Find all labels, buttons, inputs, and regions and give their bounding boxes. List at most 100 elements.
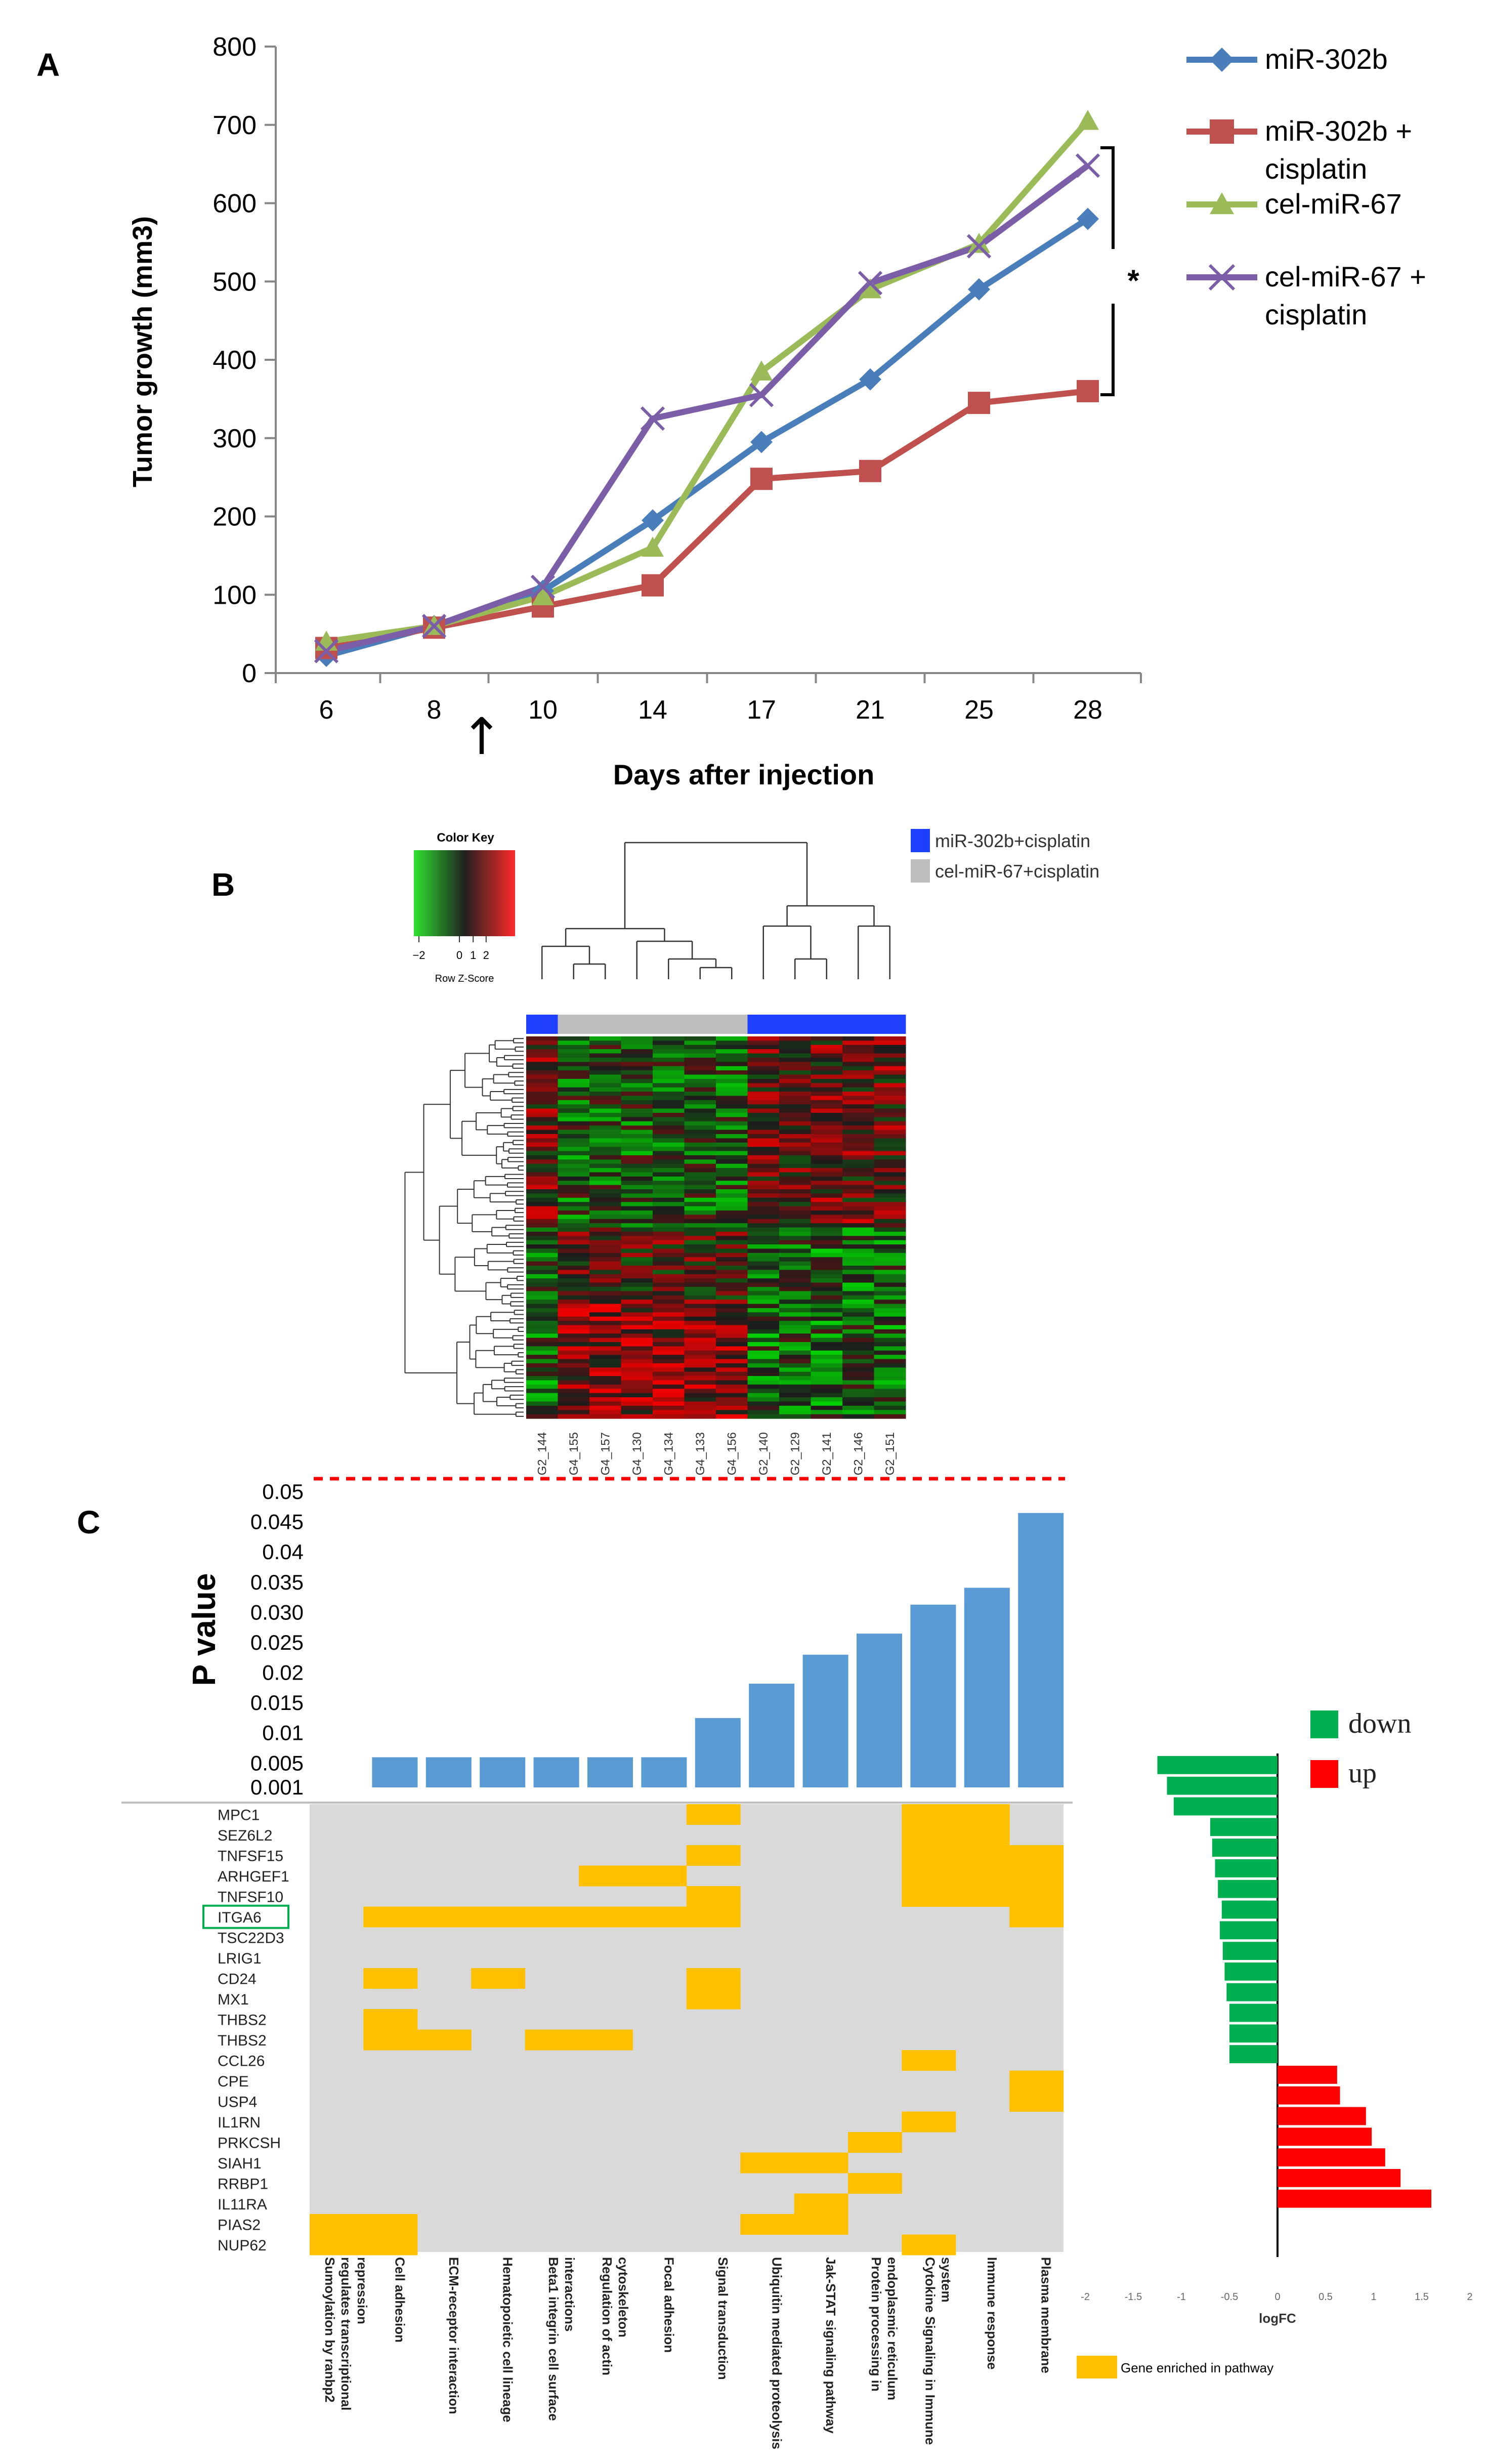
heatmap-cell bbox=[589, 1333, 622, 1339]
heatmap-cell bbox=[811, 1291, 843, 1296]
heatmap-cell bbox=[558, 1223, 590, 1228]
data-point-x bbox=[421, 614, 447, 639]
heatmap-cell bbox=[526, 1159, 559, 1164]
heatmap-cell bbox=[684, 1155, 716, 1160]
heatmap-cell bbox=[589, 1274, 622, 1279]
heatmap-cell bbox=[842, 1346, 875, 1351]
heatmap-cell bbox=[716, 1168, 748, 1173]
series-line-cel-mir-67-cisplatin bbox=[325, 163, 1090, 654]
heatmap-cell bbox=[716, 1393, 748, 1398]
gene-label: IL1RN bbox=[218, 2114, 261, 2131]
heatmap-cell bbox=[874, 1168, 906, 1173]
heatmap-cell bbox=[874, 1125, 906, 1131]
heatmap-cell bbox=[811, 1316, 843, 1321]
heatmap-cell bbox=[716, 1376, 748, 1381]
heatmap-cell bbox=[558, 1401, 590, 1406]
heatmap-cell bbox=[716, 1414, 748, 1419]
heatmap-cell bbox=[874, 1312, 906, 1317]
gene-label: TSC22D3 bbox=[218, 1930, 284, 1946]
heatmap-cell bbox=[811, 1078, 843, 1083]
heatmap-cell bbox=[558, 1333, 590, 1339]
heatmap-cell bbox=[747, 1308, 780, 1313]
heatmap-cell bbox=[684, 1108, 716, 1113]
heatmap-cell bbox=[747, 1040, 780, 1046]
heatmap-cell bbox=[558, 1078, 590, 1083]
heatmap-cell bbox=[842, 1083, 875, 1088]
heatmap-cell bbox=[558, 1376, 590, 1381]
heatmap-cell bbox=[779, 1257, 812, 1262]
heatmap-cell bbox=[811, 1185, 843, 1190]
heatmap-cell bbox=[589, 1197, 622, 1202]
enriched-cell bbox=[902, 2050, 956, 2071]
heatmap-cell bbox=[653, 1321, 685, 1326]
heatmap-cell bbox=[811, 1053, 843, 1058]
sample-label: G4_130 bbox=[630, 1432, 644, 1475]
gene-label: ARHGEF1 bbox=[218, 1868, 289, 1885]
heatmap-cell bbox=[811, 1045, 843, 1050]
logfc-bar-down bbox=[1222, 1942, 1278, 1960]
sample-label: G4_133 bbox=[694, 1432, 707, 1475]
heatmap-cell bbox=[747, 1367, 780, 1372]
heatmap-cell bbox=[621, 1087, 653, 1092]
heatmap-cell bbox=[526, 1231, 559, 1236]
heatmap-cell bbox=[558, 1121, 590, 1126]
enriched-cell bbox=[686, 1988, 741, 2010]
heatmap-cell bbox=[874, 1342, 906, 1347]
enriched-cell bbox=[686, 1804, 741, 1825]
heatmap-cell bbox=[621, 1104, 653, 1109]
heatmap-cell bbox=[684, 1380, 716, 1385]
heatmap-cell bbox=[716, 1278, 748, 1283]
heatmap-cell bbox=[874, 1261, 906, 1266]
data-point-diamond bbox=[1077, 207, 1099, 230]
heatmap-cell bbox=[874, 1062, 906, 1067]
heatmap-cell bbox=[684, 1286, 716, 1291]
heatmap-cell bbox=[684, 1181, 716, 1186]
heatmap-cell bbox=[684, 1104, 716, 1109]
heatmap-cell bbox=[874, 1367, 906, 1372]
enriched-cell bbox=[794, 2152, 848, 2174]
heatmap-cell bbox=[811, 1104, 843, 1109]
heatmap-cell bbox=[684, 1304, 716, 1309]
heatmap-cell bbox=[811, 1393, 843, 1398]
enriched-cell bbox=[955, 1804, 1010, 1825]
heatmap-cell bbox=[716, 1104, 748, 1109]
heatmap-cell bbox=[842, 1074, 875, 1079]
heatmap-cell bbox=[621, 1261, 653, 1266]
heatmap-cell bbox=[621, 1270, 653, 1275]
heatmap-cell bbox=[558, 1130, 590, 1135]
heatmap-cell bbox=[558, 1197, 590, 1202]
heatmap-cell bbox=[842, 1168, 875, 1173]
heatmap-cell bbox=[684, 1325, 716, 1330]
heatmap-cell bbox=[621, 1219, 653, 1224]
heatmap-cell bbox=[684, 1278, 716, 1283]
heatmap-cell bbox=[874, 1070, 906, 1075]
heatmap-cell bbox=[684, 1066, 716, 1071]
heatmap-cell bbox=[558, 1325, 590, 1330]
heatmap-cell bbox=[684, 1100, 716, 1105]
heatmap-cell bbox=[747, 1096, 780, 1101]
heatmap-cell bbox=[874, 1410, 906, 1415]
heatmap-cell bbox=[684, 1159, 716, 1164]
heatmap-cell bbox=[526, 1036, 559, 1041]
logfc-tick-label: -0.5 bbox=[1221, 2291, 1238, 2303]
heatmap-cell bbox=[747, 1062, 780, 1067]
heatmap-cell bbox=[779, 1185, 812, 1190]
heatmap-cell bbox=[716, 1405, 748, 1410]
heatmap-cell bbox=[684, 1410, 716, 1415]
heatmap-cell bbox=[621, 1193, 653, 1198]
heatmap-cell bbox=[842, 1053, 875, 1058]
heatmap-cell bbox=[779, 1108, 812, 1113]
heatmap-cell bbox=[747, 1049, 780, 1054]
heatmap-cell bbox=[716, 1185, 748, 1190]
enriched-cell bbox=[848, 2173, 902, 2194]
heatmap-cell bbox=[684, 1096, 716, 1101]
heatmap-cell bbox=[684, 1300, 716, 1305]
heatmap-cell bbox=[653, 1397, 685, 1402]
heatmap-cell bbox=[842, 1401, 875, 1406]
heatmap-cell bbox=[621, 1053, 653, 1058]
heatmap-cell bbox=[842, 1266, 875, 1270]
heatmap-cell bbox=[811, 1176, 843, 1181]
heatmap-cell bbox=[811, 1151, 843, 1156]
heatmap-cell bbox=[621, 1240, 653, 1245]
heatmap-cell bbox=[779, 1092, 812, 1097]
